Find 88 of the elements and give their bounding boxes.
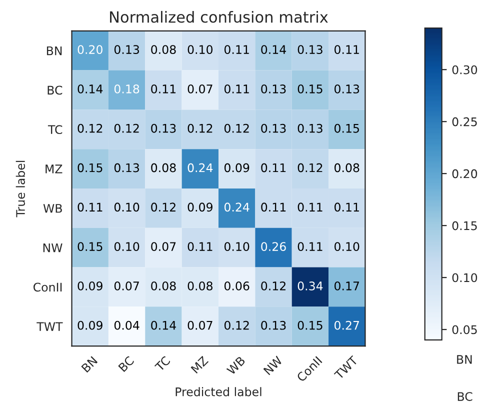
data-label: 0.15 bbox=[334, 124, 359, 133]
x-tick-label: BC bbox=[118, 356, 134, 372]
x-tick-label: MZ bbox=[190, 356, 209, 374]
x-tick-label: BN bbox=[81, 356, 98, 373]
data-label: 0.13 bbox=[261, 84, 286, 94]
data-label: 0.08 bbox=[151, 163, 176, 172]
data-label: 0.12 bbox=[151, 202, 176, 212]
data-label: 0.24 bbox=[224, 202, 250, 212]
data-label: 0.11 bbox=[334, 45, 359, 54]
data-label: 0.13 bbox=[261, 124, 286, 133]
data-label: 0.10 bbox=[224, 242, 250, 252]
data-label: 0.10 bbox=[188, 45, 213, 54]
data-label: 0.10 bbox=[334, 242, 360, 252]
data-label: 0.34 bbox=[298, 281, 323, 290]
data-label: 0.13 bbox=[298, 45, 322, 54]
color-bar-label: 0.25 bbox=[452, 117, 477, 126]
data-label: 0.11 bbox=[298, 242, 322, 252]
data-label: 0.08 bbox=[151, 45, 176, 54]
data-label: 0.12 bbox=[224, 124, 249, 133]
data-label: 0.09 bbox=[188, 202, 212, 212]
data-label: 0.06 bbox=[224, 281, 250, 290]
data-label: 0.07 bbox=[151, 242, 176, 252]
data-label: 0.07 bbox=[114, 281, 139, 290]
data-label: 0.17 bbox=[334, 281, 359, 290]
data-label: 0.12 bbox=[78, 124, 102, 133]
x-tick-label: WB bbox=[226, 356, 246, 376]
data-label: 0.11 bbox=[78, 202, 102, 212]
y-tick-label: TWT bbox=[36, 322, 63, 331]
data-label: 0.07 bbox=[188, 84, 212, 94]
data-label: 0.14 bbox=[151, 320, 176, 330]
data-label: 0.11 bbox=[224, 84, 249, 94]
color-bar-label: 0.30 bbox=[452, 65, 478, 74]
data-label: 0.13 bbox=[298, 124, 322, 133]
text: BC bbox=[458, 392, 472, 402]
color-bar-label: 0.15 bbox=[452, 221, 477, 230]
data-label: 0.11 bbox=[261, 202, 286, 212]
y-axis-title: True label bbox=[16, 160, 25, 218]
data-label: 0.13 bbox=[114, 45, 139, 54]
data-label: 0.15 bbox=[78, 242, 102, 252]
y-tick-label: MZ bbox=[46, 164, 62, 174]
data-label: 0.13 bbox=[114, 163, 139, 172]
data-label: 0.11 bbox=[224, 45, 249, 54]
data-label: 0.12 bbox=[114, 124, 139, 133]
data-label: 0.08 bbox=[188, 281, 212, 290]
data-label: 0.11 bbox=[334, 202, 359, 212]
data-label: 0.11 bbox=[298, 202, 322, 212]
data-label: 0.20 bbox=[78, 45, 102, 54]
data-label: 0.07 bbox=[188, 320, 212, 330]
data-label: 0.10 bbox=[114, 242, 140, 252]
data-label: 0.11 bbox=[151, 84, 176, 94]
data-label: 0.12 bbox=[224, 320, 249, 330]
data-label: 0.09 bbox=[78, 320, 102, 330]
data-label: 0.10 bbox=[114, 202, 140, 212]
data-label: 0.14 bbox=[261, 45, 286, 54]
data-label: 0.18 bbox=[114, 84, 140, 94]
y-tick-label: NW bbox=[43, 243, 62, 252]
y-tick-label: BN bbox=[46, 46, 62, 56]
data-label: 0.09 bbox=[224, 163, 250, 172]
color-bar-label: 0.05 bbox=[452, 325, 477, 334]
chart-title: Normalized confusion matrix bbox=[110, 10, 328, 23]
data-label: 0.08 bbox=[151, 281, 176, 290]
data-label: 0.11 bbox=[261, 163, 286, 172]
data-label: 0.12 bbox=[188, 124, 212, 133]
x-tick-label: TC bbox=[154, 356, 171, 372]
data-label: 0.12 bbox=[298, 163, 322, 172]
data-label: 0.13 bbox=[261, 320, 286, 330]
x-tick-label: NW bbox=[263, 356, 283, 376]
data-label: 0.15 bbox=[298, 84, 322, 94]
y-tick-label: BC bbox=[48, 86, 62, 95]
data-label: 0.14 bbox=[78, 84, 103, 94]
y-tick-label: ConII bbox=[34, 282, 62, 292]
y-tick-label: WB bbox=[43, 204, 62, 213]
data-label: 0.27 bbox=[334, 320, 359, 330]
y-tick-label: TC bbox=[48, 125, 62, 134]
data-label: 0.15 bbox=[298, 320, 322, 330]
data-label: 0.08 bbox=[334, 163, 360, 172]
data-label: 0.15 bbox=[78, 163, 102, 172]
color-bar-label: 0.20 bbox=[452, 169, 478, 178]
data-label: 0.24 bbox=[188, 163, 213, 172]
data-label: 0.13 bbox=[151, 124, 176, 133]
color-bar-label: 0.10 bbox=[452, 273, 478, 282]
data-label: 0.12 bbox=[261, 281, 286, 290]
x-axis-title: Predicted label bbox=[176, 387, 262, 396]
data-label: 0.04 bbox=[114, 320, 140, 330]
data-label: 0.26 bbox=[261, 242, 286, 252]
data-label: 0.09 bbox=[78, 281, 102, 290]
data-label: 0.13 bbox=[334, 84, 360, 94]
data-label: 0.11 bbox=[188, 242, 212, 252]
